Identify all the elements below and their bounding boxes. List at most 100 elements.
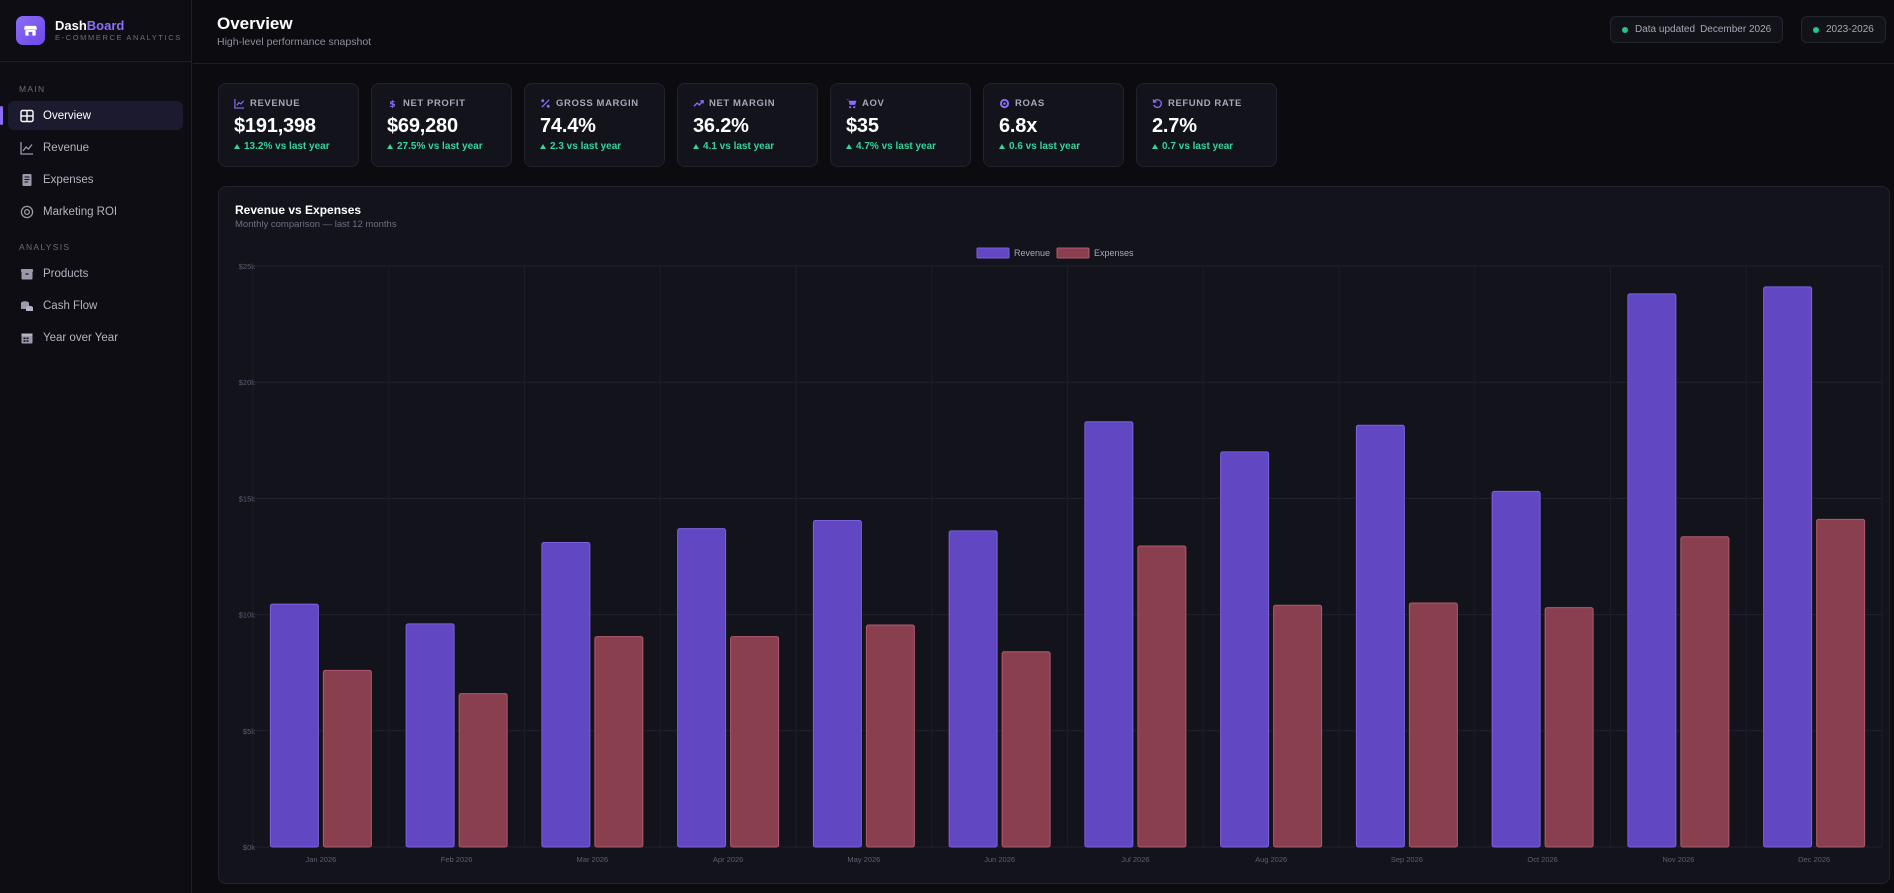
sidebar-item-marketing-roi[interactable]: Marketing ROI: [8, 197, 183, 226]
kpi-value: $35: [846, 115, 879, 137]
bar-expenses-jul-2026: [1137, 545, 1187, 848]
kpi-card-gross-margin: GROSS MARGIN 74.4% 2.3 vs last year: [524, 83, 665, 167]
x-tick-label: Dec 2026: [1798, 855, 1830, 864]
kpi-card-revenue: REVENUE $191,398 13.2% vs last year: [218, 83, 359, 167]
percent-icon: [541, 98, 550, 108]
store-icon: [16, 16, 45, 45]
receipt-icon: [22, 173, 32, 186]
bar-expenses-mar-2026: [594, 636, 644, 848]
kpi-value: $69,280: [387, 115, 458, 137]
x-tick-label: Mar 2026: [577, 855, 609, 864]
header: Overview High-level performance snapshot…: [193, 0, 1894, 64]
sidebar-item-cash-flow[interactable]: Cash Flow: [8, 291, 183, 320]
date-range-label: 2023-2026: [1826, 24, 1874, 35]
bar-expenses-aug-2026: [1273, 604, 1323, 848]
chart-title: Revenue vs Expenses: [235, 203, 362, 217]
sidebar-item-expenses[interactable]: Expenses: [8, 165, 183, 194]
kpi-label: AOV: [862, 97, 885, 109]
x-tick-label: Sep 2026: [1391, 855, 1423, 864]
bar-expenses-nov-2026: [1680, 536, 1730, 848]
trend-up-icon: [693, 99, 704, 107]
bar-expenses-sep-2026: [1408, 602, 1458, 848]
sidebar-item-revenue[interactable]: Revenue: [8, 133, 183, 162]
status-dot-icon: [1622, 26, 1628, 33]
y-tick-label: $10k: [239, 611, 256, 620]
coins-icon: [21, 300, 33, 311]
kpi-value: 6.8x: [999, 115, 1038, 137]
sidebar-item-label: Marketing ROI: [43, 205, 118, 218]
kpi-card-refund-rate: REFUND RATE 2.7% 0.7 vs last year: [1136, 83, 1277, 167]
legend-swatch-revenue: [976, 247, 1010, 259]
x-tick-label: Nov 2026: [1662, 855, 1694, 864]
x-tick-label: Jun 2026: [984, 855, 1015, 864]
kpi-value: 2.7%: [1152, 115, 1197, 137]
x-tick-label: Jul 2026: [1121, 855, 1149, 864]
sidebar-item-label: Year over Year: [43, 331, 119, 344]
bar-expenses-dec-2026: [1816, 518, 1866, 848]
bar-revenue-jan-2026: [269, 603, 319, 848]
legend-swatch-expenses: [1056, 247, 1090, 259]
line-chart-icon: [20, 141, 33, 155]
arrow-up-icon: [693, 144, 699, 149]
y-tick-label: $25k: [239, 262, 256, 271]
target-icon: [20, 205, 34, 218]
data-updated-value: December 2026: [1700, 24, 1772, 35]
sidebar-item-label: Products: [43, 267, 89, 280]
date-range-selector[interactable]: 2023-2026: [1801, 16, 1886, 43]
kpi-change: 0.7 vs last year: [1152, 141, 1276, 152]
kpi-change: 2.3 vs last year: [540, 141, 664, 152]
arrow-up-icon: [846, 144, 852, 149]
kpi-label: REFUND RATE: [1168, 97, 1242, 109]
bar-revenue-may-2026: [812, 519, 862, 848]
data-updated-label: Data updated: [1635, 24, 1696, 35]
dollar-icon: $: [389, 99, 395, 109]
sidebar-item-products[interactable]: Products: [8, 259, 183, 288]
y-tick-label: $0k: [243, 843, 255, 852]
line-chart-icon: [234, 98, 245, 109]
bar-revenue-jul-2026: [1084, 421, 1134, 848]
revenue-expenses-chart-card: Revenue vs Expenses Monthly comparison —…: [218, 186, 1890, 884]
kpi-label: REVENUE: [250, 97, 301, 109]
bar-expenses-feb-2026: [458, 693, 508, 848]
legend-label-expenses: Expenses: [1094, 248, 1134, 258]
bar-revenue-feb-2026: [405, 623, 455, 848]
bar-revenue-sep-2026: [1355, 424, 1405, 848]
kpi-change: 0.6 vs last year: [999, 141, 1123, 152]
kpi-value: 36.2%: [693, 115, 749, 137]
kpi-card-roas: ROAS 6.8x 0.6 vs last year: [983, 83, 1124, 167]
kpi-change: 4.1 vs last year: [693, 141, 817, 152]
target-icon: [999, 98, 1010, 108]
legend-label-revenue: Revenue: [1014, 248, 1050, 258]
bar-expenses-jun-2026: [1001, 651, 1051, 848]
sidebar-item-label: Overview: [43, 109, 91, 122]
nav-section-main: MAIN: [19, 84, 46, 94]
brand[interactable]: DashBoard E-COMMERCE ANALYTICS: [0, 0, 191, 62]
kpi-card-net-profit: $ NET PROFIT $69,280 27.5% vs last year: [371, 83, 512, 167]
x-tick-label: Apr 2026: [713, 855, 743, 864]
bar-revenue-apr-2026: [677, 528, 727, 848]
bar-revenue-mar-2026: [541, 542, 591, 848]
bar-expenses-may-2026: [865, 624, 915, 848]
sidebar-item-label: Revenue: [43, 141, 90, 154]
y-tick-label: $5k: [243, 727, 255, 736]
grid-icon: [20, 109, 34, 122]
arrow-up-icon: [540, 144, 546, 149]
kpi-label: NET PROFIT: [403, 97, 466, 109]
cart-icon: [846, 98, 857, 108]
brand-name: DashBoard: [55, 18, 125, 34]
kpi-card-net-margin: NET MARGIN 36.2% 4.1 vs last year: [677, 83, 818, 167]
arrow-up-icon: [1152, 144, 1158, 149]
kpi-change: 4.7% vs last year: [846, 141, 970, 152]
x-tick-label: Aug 2026: [1255, 855, 1287, 864]
kpi-label: NET MARGIN: [709, 97, 776, 109]
bar-expenses-oct-2026: [1544, 607, 1594, 848]
sidebar-item-label: Expenses: [43, 173, 94, 186]
kpi-label: GROSS MARGIN: [556, 97, 639, 109]
x-tick-label: Oct 2026: [1527, 855, 1557, 864]
y-tick-label: $20k: [239, 378, 256, 387]
sidebar-item-year-over-year[interactable]: Year over Year: [8, 323, 183, 352]
sidebar-item-overview[interactable]: Overview: [0, 101, 183, 130]
page-subtitle: High-level performance snapshot: [217, 36, 372, 48]
kpi-change: 27.5% vs last year: [387, 141, 511, 152]
x-tick-label: Feb 2026: [441, 855, 473, 864]
